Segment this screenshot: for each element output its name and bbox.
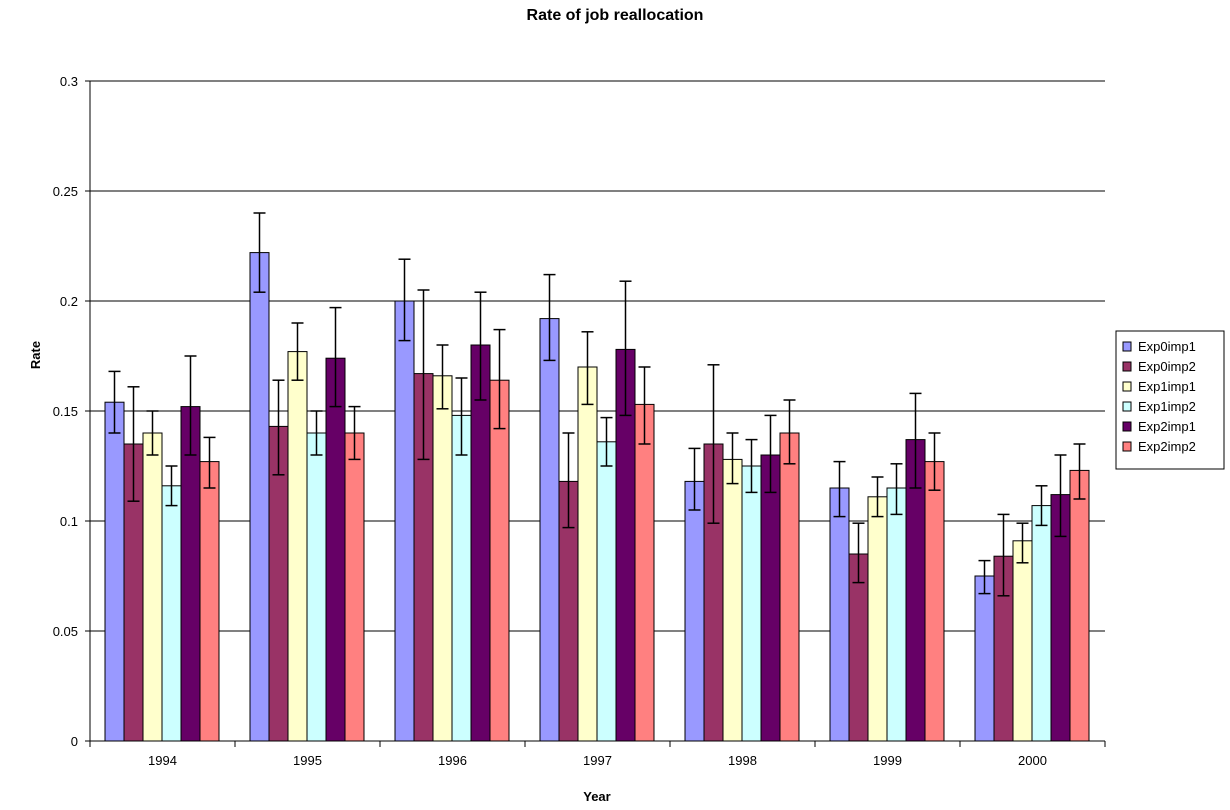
bar — [1031, 505, 1052, 742]
x-tick-label: 1995 — [293, 753, 322, 768]
y-tick-label: 0.1 — [60, 514, 78, 529]
y-tick-label: 0.15 — [53, 404, 78, 419]
bar — [394, 300, 415, 742]
bar — [306, 432, 327, 742]
y-tick-label: 0.2 — [60, 294, 78, 309]
bar — [779, 432, 800, 742]
legend-swatch — [1122, 381, 1132, 392]
bar — [634, 403, 655, 742]
bar — [539, 318, 560, 742]
legend: Exp0imp1 Exp0imp2 Exp1imp1 Exp1imp2 Exp2imp1… — [1115, 330, 1225, 470]
bars — [104, 212, 1090, 742]
legend-swatch — [1122, 421, 1132, 432]
x-tick-label: 1997 — [583, 753, 612, 768]
bar — [722, 458, 743, 742]
axes: 0 0.05 0.1 0.15 0.2 0.25 0.3 1994 1995 1996 1997 19… — [53, 74, 1106, 768]
bar — [199, 461, 220, 742]
bar — [249, 252, 270, 742]
bar — [470, 344, 491, 742]
bar — [451, 414, 472, 742]
x-tick-label: 1999 — [873, 753, 902, 768]
bar — [577, 366, 598, 742]
legend-label: Exp1imp2 — [1138, 399, 1196, 414]
x-tick-label: 1998 — [728, 753, 757, 768]
legend-label: Exp2imp2 — [1138, 439, 1196, 454]
bar — [760, 454, 781, 742]
legend-swatch — [1122, 361, 1132, 372]
bar — [596, 441, 617, 742]
y-tick-label: 0.3 — [60, 74, 78, 89]
bar — [432, 375, 453, 742]
bar — [287, 351, 308, 742]
bar — [142, 432, 163, 742]
y-axis-title: Rate — [28, 341, 43, 369]
bar — [180, 406, 201, 742]
legend-swatch — [1122, 341, 1132, 352]
legend-label: Exp1imp1 — [1138, 379, 1196, 394]
legend-label: Exp0imp1 — [1138, 339, 1196, 354]
legend-label: Exp2imp1 — [1138, 419, 1196, 434]
bar — [829, 487, 850, 742]
legend-label: Exp0imp2 — [1138, 359, 1196, 374]
bar — [886, 487, 907, 742]
bar — [161, 485, 182, 742]
bar — [489, 379, 510, 742]
bar — [741, 465, 762, 742]
legend-box — [1115, 330, 1225, 470]
bar — [924, 461, 945, 742]
legend-swatch — [1122, 401, 1132, 412]
bar — [974, 575, 995, 742]
y-tick-label: 0.05 — [53, 624, 78, 639]
x-tick-label: 2000 — [1018, 753, 1047, 768]
x-tick-label: 1996 — [438, 753, 467, 768]
x-axis-title: Year — [583, 789, 610, 804]
chart-title: Rate of job reallocation — [527, 7, 704, 24]
x-tick-label: 1994 — [148, 753, 177, 768]
bar — [684, 480, 705, 742]
y-tick-label: 0 — [71, 734, 78, 749]
bar — [1012, 540, 1033, 742]
y-tick-label: 0.25 — [53, 184, 78, 199]
bar — [867, 496, 888, 742]
bar — [344, 432, 365, 742]
bar — [325, 357, 346, 742]
bar — [1069, 469, 1090, 742]
bar — [104, 401, 125, 742]
legend-swatch — [1122, 441, 1132, 452]
